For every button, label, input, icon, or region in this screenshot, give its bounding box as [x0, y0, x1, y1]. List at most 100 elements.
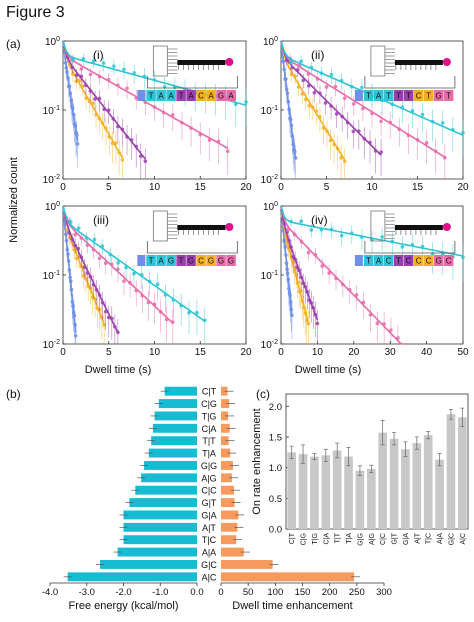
sequence-cell	[393, 90, 404, 101]
probe-strand	[394, 225, 443, 230]
category-label: G|C	[201, 560, 217, 570]
sequence-letter: C	[386, 257, 392, 266]
data-point-pink	[370, 111, 374, 116]
data-point-cyan	[339, 233, 344, 238]
data-point-blue	[292, 149, 297, 154]
on-rate-bar	[412, 443, 422, 529]
data-point-purple	[85, 271, 90, 275]
data-point-cyan	[187, 310, 191, 315]
data-point-pink	[106, 78, 111, 82]
data-point-cyan	[309, 228, 314, 232]
data-point-pink	[122, 279, 126, 283]
sequence-letter: T	[179, 92, 184, 101]
data-point-cyan	[451, 127, 455, 132]
data-point-cyan	[380, 235, 384, 239]
data-point-blue	[64, 238, 69, 243]
sequence-cell	[216, 255, 226, 266]
y-axis-title: On rate enhancement	[251, 408, 263, 514]
data-point-blue	[286, 99, 291, 104]
data-point-cyan	[440, 121, 445, 125]
category-label: A|C	[460, 533, 467, 545]
data-point-pink	[216, 139, 221, 144]
data-point-blue	[289, 307, 294, 312]
on-rate-bar	[457, 417, 467, 529]
data-point-orange	[306, 321, 311, 326]
data-point-orange	[81, 84, 85, 88]
data-point-pink	[91, 247, 96, 252]
free-energy-bar	[99, 559, 197, 569]
y-tick-label: 10-2	[43, 174, 60, 186]
data-point-cyan	[69, 220, 73, 224]
sequence-cell	[176, 90, 186, 101]
data-point-pink	[134, 288, 138, 293]
dwell-time-bar	[221, 399, 230, 409]
y-tick-label: 10-2	[43, 339, 60, 351]
data-point-pink	[354, 293, 359, 297]
data-point-purple	[70, 65, 74, 70]
template-strand	[146, 76, 238, 89]
data-point-pink	[382, 322, 386, 326]
data-point-blue	[282, 67, 287, 72]
data-point-purple	[82, 265, 87, 270]
data-point-pink	[406, 133, 411, 138]
data-point-pink	[306, 250, 311, 255]
free-energy-bar	[135, 485, 197, 495]
category-label: A|A	[202, 548, 216, 558]
data-point-orange	[90, 101, 95, 106]
free-energy-bar	[123, 535, 197, 545]
data-point-orange	[328, 138, 333, 143]
sequence-cell	[186, 90, 196, 101]
data-point-cyan	[299, 219, 304, 224]
dwell-time-bar	[221, 423, 230, 433]
data-point-orange	[94, 112, 98, 117]
category-label: T|C	[426, 533, 433, 544]
data-point-blue	[68, 91, 73, 96]
fit-line-pink	[280, 205, 405, 345]
y-tick-label: 10-1	[43, 270, 60, 282]
data-point-purple	[134, 144, 138, 149]
data-point-cyan	[349, 231, 354, 236]
data-point-pink	[143, 100, 148, 105]
data-point-pink	[342, 96, 347, 101]
free-energy-bar	[123, 510, 197, 520]
sequence-letter: T	[179, 257, 184, 266]
hairpin-box	[152, 45, 168, 77]
x-tick-label: 0	[278, 347, 284, 358]
data-point-pink	[164, 317, 169, 322]
x-tick-label-right: 300	[376, 587, 392, 598]
sequence-letter: C	[416, 257, 422, 266]
x-tick-label: 10	[149, 182, 161, 193]
data-point-cyan	[420, 112, 425, 117]
data-point-pink	[368, 313, 373, 317]
on-rate-bar	[435, 459, 444, 529]
data-point-cyan	[152, 78, 157, 82]
data-point-pink	[327, 271, 331, 275]
category-label: A|G	[369, 533, 376, 545]
data-point-purple	[79, 255, 84, 260]
data-point-purple	[287, 238, 291, 243]
data-point-orange	[71, 72, 75, 76]
on-rate-bar	[423, 435, 433, 529]
sequence-letter: T	[396, 92, 401, 101]
data-point-pink	[125, 86, 129, 91]
free-energy-bar	[123, 522, 197, 532]
y-axis-title-a: Normalized count	[8, 157, 20, 243]
on-rate-bar	[344, 456, 353, 529]
sequence-letter: A	[376, 92, 382, 101]
data-point-blue	[70, 106, 75, 111]
data-point-pink	[134, 96, 138, 100]
y-tick-label: 100	[263, 36, 278, 48]
data-point-blue	[288, 117, 293, 122]
data-point-pink	[313, 253, 318, 257]
data-point-orange	[114, 141, 118, 145]
data-point-purple	[88, 274, 93, 279]
on-rate-bar	[378, 432, 388, 529]
data-point-blue	[65, 70, 69, 74]
sequence-letter: C	[406, 257, 412, 266]
data-point-orange	[307, 103, 312, 108]
data-point-pink	[171, 113, 175, 117]
fluorophore-dot	[442, 223, 451, 231]
data-point-blue	[71, 112, 76, 117]
data-point-blue	[74, 333, 78, 338]
x-tick-label: 5	[324, 182, 330, 193]
